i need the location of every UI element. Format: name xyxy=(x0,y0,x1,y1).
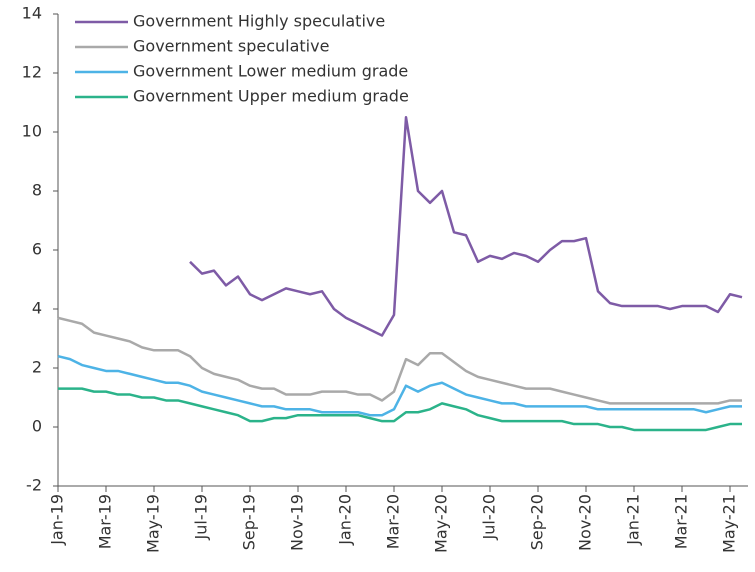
y-tick-label: 8 xyxy=(32,181,42,200)
y-tick-label: 14 xyxy=(22,4,42,23)
legend-label: Government speculative xyxy=(133,37,329,56)
x-tick-label: Jan-21 xyxy=(624,494,643,546)
x-tick-label: May-21 xyxy=(720,494,739,553)
series-line xyxy=(189,116,743,337)
x-tick-label: Mar-21 xyxy=(672,494,691,549)
x-tick-label: Mar-19 xyxy=(96,494,115,549)
legend-label: Government Upper medium grade xyxy=(133,87,409,106)
legend-label: Government Lower medium grade xyxy=(133,62,408,81)
legend-label: Government Highly speculative xyxy=(133,12,385,31)
x-tick-label: May-20 xyxy=(432,494,451,553)
y-tick-label: -2 xyxy=(26,476,42,495)
x-tick-label: Jul-19 xyxy=(192,494,211,540)
x-tick-label: Nov-19 xyxy=(288,494,307,551)
y-tick-label: 0 xyxy=(32,417,42,436)
x-tick-label: Jul-20 xyxy=(480,494,499,540)
y-tick-label: 6 xyxy=(32,240,42,259)
series-line xyxy=(58,387,742,432)
x-tick-label: Sep-19 xyxy=(240,494,259,550)
x-tick-label: Nov-20 xyxy=(576,494,595,551)
x-tick-label: Jan-19 xyxy=(48,494,67,546)
y-tick-label: 12 xyxy=(22,63,42,82)
x-tick-label: Mar-20 xyxy=(384,494,403,549)
y-tick-label: 10 xyxy=(22,122,42,141)
y-tick-label: 4 xyxy=(32,299,42,318)
y-tick-label: 2 xyxy=(32,358,42,377)
series-line xyxy=(57,354,742,417)
x-tick-label: May-19 xyxy=(144,494,163,553)
series-line xyxy=(57,316,742,405)
x-tick-label: Sep-20 xyxy=(528,494,547,550)
x-tick-label: Jan-20 xyxy=(336,494,355,546)
